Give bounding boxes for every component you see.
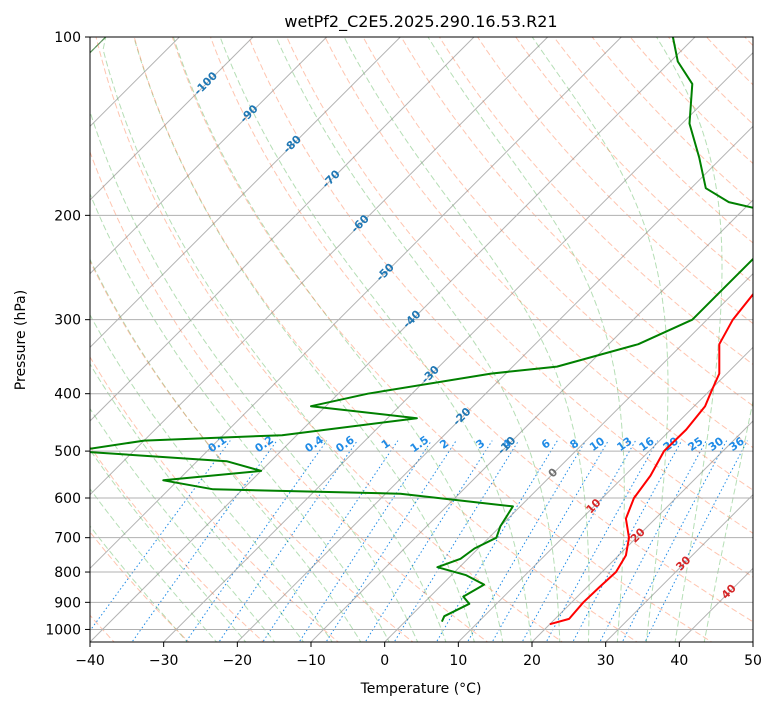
mixing-ratio-line — [572, 440, 683, 642]
y-tick-label: 400 — [54, 387, 81, 403]
y-tick-label: 300 — [54, 313, 81, 329]
chart-title: wetPf2_C2E5.2025.290.16.53.R21 — [284, 12, 557, 32]
mixing-ratio-line — [521, 440, 637, 642]
x-tick-label: 40 — [670, 653, 688, 669]
x-tick-label: −30 — [149, 653, 179, 669]
isotherm — [90, 37, 622, 570]
isotherm — [163, 51, 753, 642]
x-axis-label: Temperature (°C) — [360, 681, 482, 697]
mixing-ratio-line — [599, 440, 707, 642]
moist-adiabat — [133, 37, 475, 642]
isotherm — [531, 420, 753, 642]
pressure-gridlines — [90, 37, 753, 630]
mixing-ratio-line — [298, 440, 432, 642]
dry-adiabat — [438, 37, 753, 366]
isotherm — [90, 37, 401, 349]
x-tick-label: 20 — [523, 653, 541, 669]
y-axis: 1000 900 800 700 600 500 400 300 200 100 — [45, 30, 90, 638]
moist-adiabat — [172, 37, 504, 642]
temperature-profile — [549, 292, 753, 626]
moist-adiabat — [90, 37, 305, 642]
isotherm — [310, 199, 753, 642]
y-tick-label: 200 — [54, 208, 81, 224]
isotherm — [90, 37, 549, 496]
y-axis-label: Pressure (hPa) — [13, 290, 29, 390]
y-tick-label: 100 — [54, 30, 81, 46]
dry-adiabat — [324, 37, 753, 491]
y-tick-label: 500 — [54, 444, 81, 460]
plot-frame — [89, 36, 754, 643]
mixing-ratio-line — [621, 440, 728, 642]
x-tick-label: 50 — [744, 653, 762, 669]
mixing-ratio-line — [325, 440, 457, 642]
mixing-ratio-line — [185, 440, 328, 642]
moist-adiabat — [275, 37, 561, 642]
y-tick-label: 800 — [54, 565, 81, 581]
x-tick-label: 0 — [380, 653, 389, 669]
moist-adiabat — [427, 37, 625, 642]
y-tick-label: 900 — [54, 595, 81, 611]
mixing-ratio-line — [491, 440, 609, 642]
x-tick-label: −40 — [75, 653, 105, 669]
x-axis: −40 −30 −20 −10 0 10 20 30 40 50 — [75, 642, 762, 669]
isotherm — [457, 346, 753, 642]
y-tick-label: 1000 — [45, 622, 81, 638]
dry-adiabat — [209, 37, 753, 623]
dry-adiabat — [400, 37, 753, 407]
y-tick-label: 700 — [54, 531, 81, 547]
mixing-ratio-line — [545, 440, 659, 642]
mixing-ratio-line — [131, 440, 278, 642]
isotherm — [90, 37, 328, 275]
isotherm — [90, 37, 254, 201]
x-tick-label: 10 — [449, 653, 467, 669]
isotherm — [384, 272, 753, 642]
isotherm — [90, 37, 475, 422]
mixing-ratio-line — [262, 440, 399, 642]
isotherm — [236, 125, 753, 642]
moist-adiabat — [655, 37, 723, 642]
isotherm — [605, 493, 753, 642]
isotherm — [90, 37, 696, 642]
dry-adiabat — [90, 150, 489, 642]
dry-adiabat — [248, 37, 753, 578]
moist-adiabat — [343, 37, 590, 642]
profiles — [90, 37, 753, 626]
moist-adiabat — [531, 37, 669, 642]
dry-adiabat — [286, 37, 753, 534]
mixing-ratio-line — [364, 440, 493, 642]
x-tick-label: −10 — [296, 653, 326, 669]
x-tick-label: 30 — [597, 653, 615, 669]
y-tick-label: 600 — [54, 491, 81, 507]
x-tick-label: −20 — [223, 653, 253, 669]
dewpoint-profile — [90, 37, 753, 623]
mixing-ratio-line — [435, 440, 558, 642]
